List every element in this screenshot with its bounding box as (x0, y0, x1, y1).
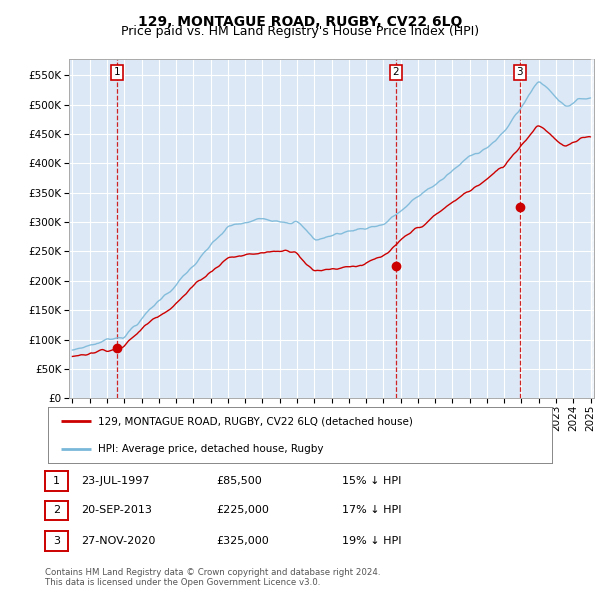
Text: 20-SEP-2013: 20-SEP-2013 (81, 506, 152, 515)
Text: 23-JUL-1997: 23-JUL-1997 (81, 476, 149, 486)
Text: £325,000: £325,000 (216, 536, 269, 546)
Text: 15% ↓ HPI: 15% ↓ HPI (342, 476, 401, 486)
Text: 2: 2 (392, 67, 399, 77)
Text: HPI: Average price, detached house, Rugby: HPI: Average price, detached house, Rugb… (98, 444, 324, 454)
Text: 129, MONTAGUE ROAD, RUGBY, CV22 6LQ: 129, MONTAGUE ROAD, RUGBY, CV22 6LQ (138, 15, 462, 29)
Text: £225,000: £225,000 (216, 506, 269, 515)
Text: 129, MONTAGUE ROAD, RUGBY, CV22 6LQ (detached house): 129, MONTAGUE ROAD, RUGBY, CV22 6LQ (det… (98, 416, 413, 426)
Text: 19% ↓ HPI: 19% ↓ HPI (342, 536, 401, 546)
Text: £85,500: £85,500 (216, 476, 262, 486)
Text: 1: 1 (53, 476, 60, 486)
Text: 2: 2 (53, 506, 60, 515)
Text: 17% ↓ HPI: 17% ↓ HPI (342, 506, 401, 515)
Text: Contains HM Land Registry data © Crown copyright and database right 2024.
This d: Contains HM Land Registry data © Crown c… (45, 568, 380, 587)
Text: 3: 3 (517, 67, 523, 77)
Text: 27-NOV-2020: 27-NOV-2020 (81, 536, 155, 546)
Text: 3: 3 (53, 536, 60, 546)
Text: 1: 1 (113, 67, 120, 77)
Text: Price paid vs. HM Land Registry's House Price Index (HPI): Price paid vs. HM Land Registry's House … (121, 25, 479, 38)
